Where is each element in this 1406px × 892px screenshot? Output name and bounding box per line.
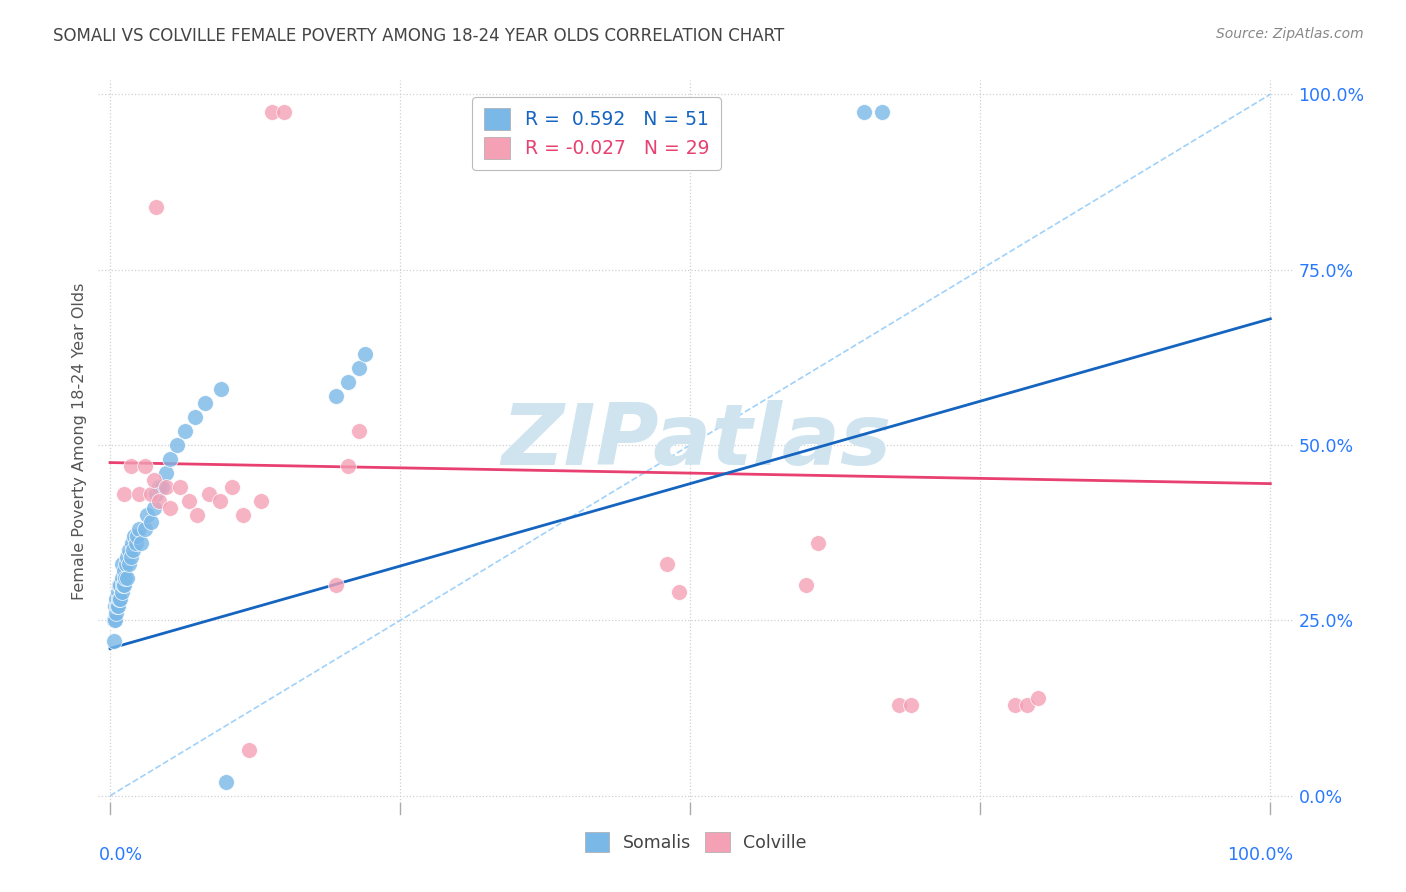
Point bbox=[148, 480, 170, 494]
Point bbox=[325, 389, 347, 403]
Point bbox=[108, 578, 131, 592]
Point bbox=[111, 558, 134, 572]
Point bbox=[143, 473, 166, 487]
Point bbox=[349, 360, 371, 375]
Point bbox=[111, 571, 134, 585]
Point bbox=[112, 564, 135, 578]
Point bbox=[177, 494, 200, 508]
Point bbox=[148, 494, 170, 508]
Point bbox=[122, 543, 145, 558]
Point bbox=[349, 424, 371, 438]
Point bbox=[354, 347, 377, 361]
Text: ZIPatlas: ZIPatlas bbox=[501, 400, 891, 483]
Point bbox=[124, 536, 146, 550]
Point bbox=[238, 743, 260, 757]
Point bbox=[107, 599, 129, 614]
Point bbox=[870, 104, 893, 119]
Point bbox=[111, 585, 134, 599]
Legend: Somalis, Colville: Somalis, Colville bbox=[578, 825, 814, 859]
Point bbox=[128, 487, 150, 501]
Point bbox=[117, 543, 139, 558]
Point bbox=[120, 550, 142, 565]
Point bbox=[250, 494, 273, 508]
Point bbox=[134, 522, 156, 536]
Point bbox=[104, 614, 127, 628]
Point bbox=[103, 634, 125, 648]
Point bbox=[134, 459, 156, 474]
Point bbox=[336, 375, 359, 389]
Point bbox=[112, 578, 135, 592]
Point bbox=[115, 558, 138, 572]
Point bbox=[155, 480, 177, 494]
Point bbox=[186, 508, 208, 523]
Point bbox=[325, 578, 347, 592]
Point bbox=[853, 104, 876, 119]
Point bbox=[125, 529, 148, 543]
Point bbox=[209, 494, 232, 508]
Point bbox=[131, 536, 153, 550]
Text: SOMALI VS COLVILLE FEMALE POVERTY AMONG 18-24 YEAR OLDS CORRELATION CHART: SOMALI VS COLVILLE FEMALE POVERTY AMONG … bbox=[53, 27, 785, 45]
Point bbox=[273, 104, 295, 119]
Y-axis label: Female Poverty Among 18-24 Year Olds: Female Poverty Among 18-24 Year Olds bbox=[72, 283, 87, 600]
Point bbox=[117, 571, 139, 585]
Point bbox=[104, 607, 127, 621]
Point bbox=[145, 200, 167, 214]
Point bbox=[183, 409, 205, 424]
Point bbox=[1026, 690, 1049, 705]
Point bbox=[194, 396, 217, 410]
Point bbox=[209, 382, 232, 396]
Point bbox=[174, 424, 197, 438]
Point bbox=[1004, 698, 1026, 712]
Point bbox=[107, 585, 129, 599]
Point bbox=[1015, 698, 1038, 712]
Point bbox=[104, 592, 127, 607]
Point bbox=[143, 501, 166, 516]
Point bbox=[159, 452, 181, 467]
Point bbox=[169, 480, 191, 494]
Point bbox=[221, 480, 243, 494]
Point bbox=[336, 459, 359, 474]
Point bbox=[166, 438, 188, 452]
Point bbox=[145, 487, 167, 501]
Point bbox=[104, 599, 127, 614]
Point bbox=[110, 592, 132, 607]
Point bbox=[108, 592, 131, 607]
Point bbox=[794, 578, 817, 592]
Point bbox=[105, 599, 128, 614]
Point bbox=[117, 550, 139, 565]
Point bbox=[139, 515, 162, 529]
Point bbox=[150, 480, 173, 494]
Point bbox=[103, 614, 125, 628]
Point bbox=[655, 558, 678, 572]
Point bbox=[900, 698, 922, 712]
Point bbox=[110, 578, 132, 592]
Point bbox=[215, 774, 238, 789]
Point bbox=[139, 487, 162, 501]
Point bbox=[114, 571, 136, 585]
Point bbox=[112, 487, 135, 501]
Point bbox=[136, 508, 159, 523]
Text: 100.0%: 100.0% bbox=[1227, 847, 1294, 864]
Point bbox=[111, 578, 134, 592]
Point bbox=[232, 508, 254, 523]
Point bbox=[117, 558, 139, 572]
Text: 0.0%: 0.0% bbox=[98, 847, 142, 864]
Point bbox=[128, 522, 150, 536]
Point bbox=[262, 104, 284, 119]
Point bbox=[807, 536, 830, 550]
Point bbox=[197, 487, 219, 501]
Point bbox=[887, 698, 910, 712]
Point bbox=[159, 501, 181, 516]
Point bbox=[668, 585, 690, 599]
Point bbox=[155, 466, 177, 480]
Point bbox=[121, 536, 143, 550]
Point bbox=[124, 529, 146, 543]
Point bbox=[120, 459, 142, 474]
Text: Source: ZipAtlas.com: Source: ZipAtlas.com bbox=[1216, 27, 1364, 41]
